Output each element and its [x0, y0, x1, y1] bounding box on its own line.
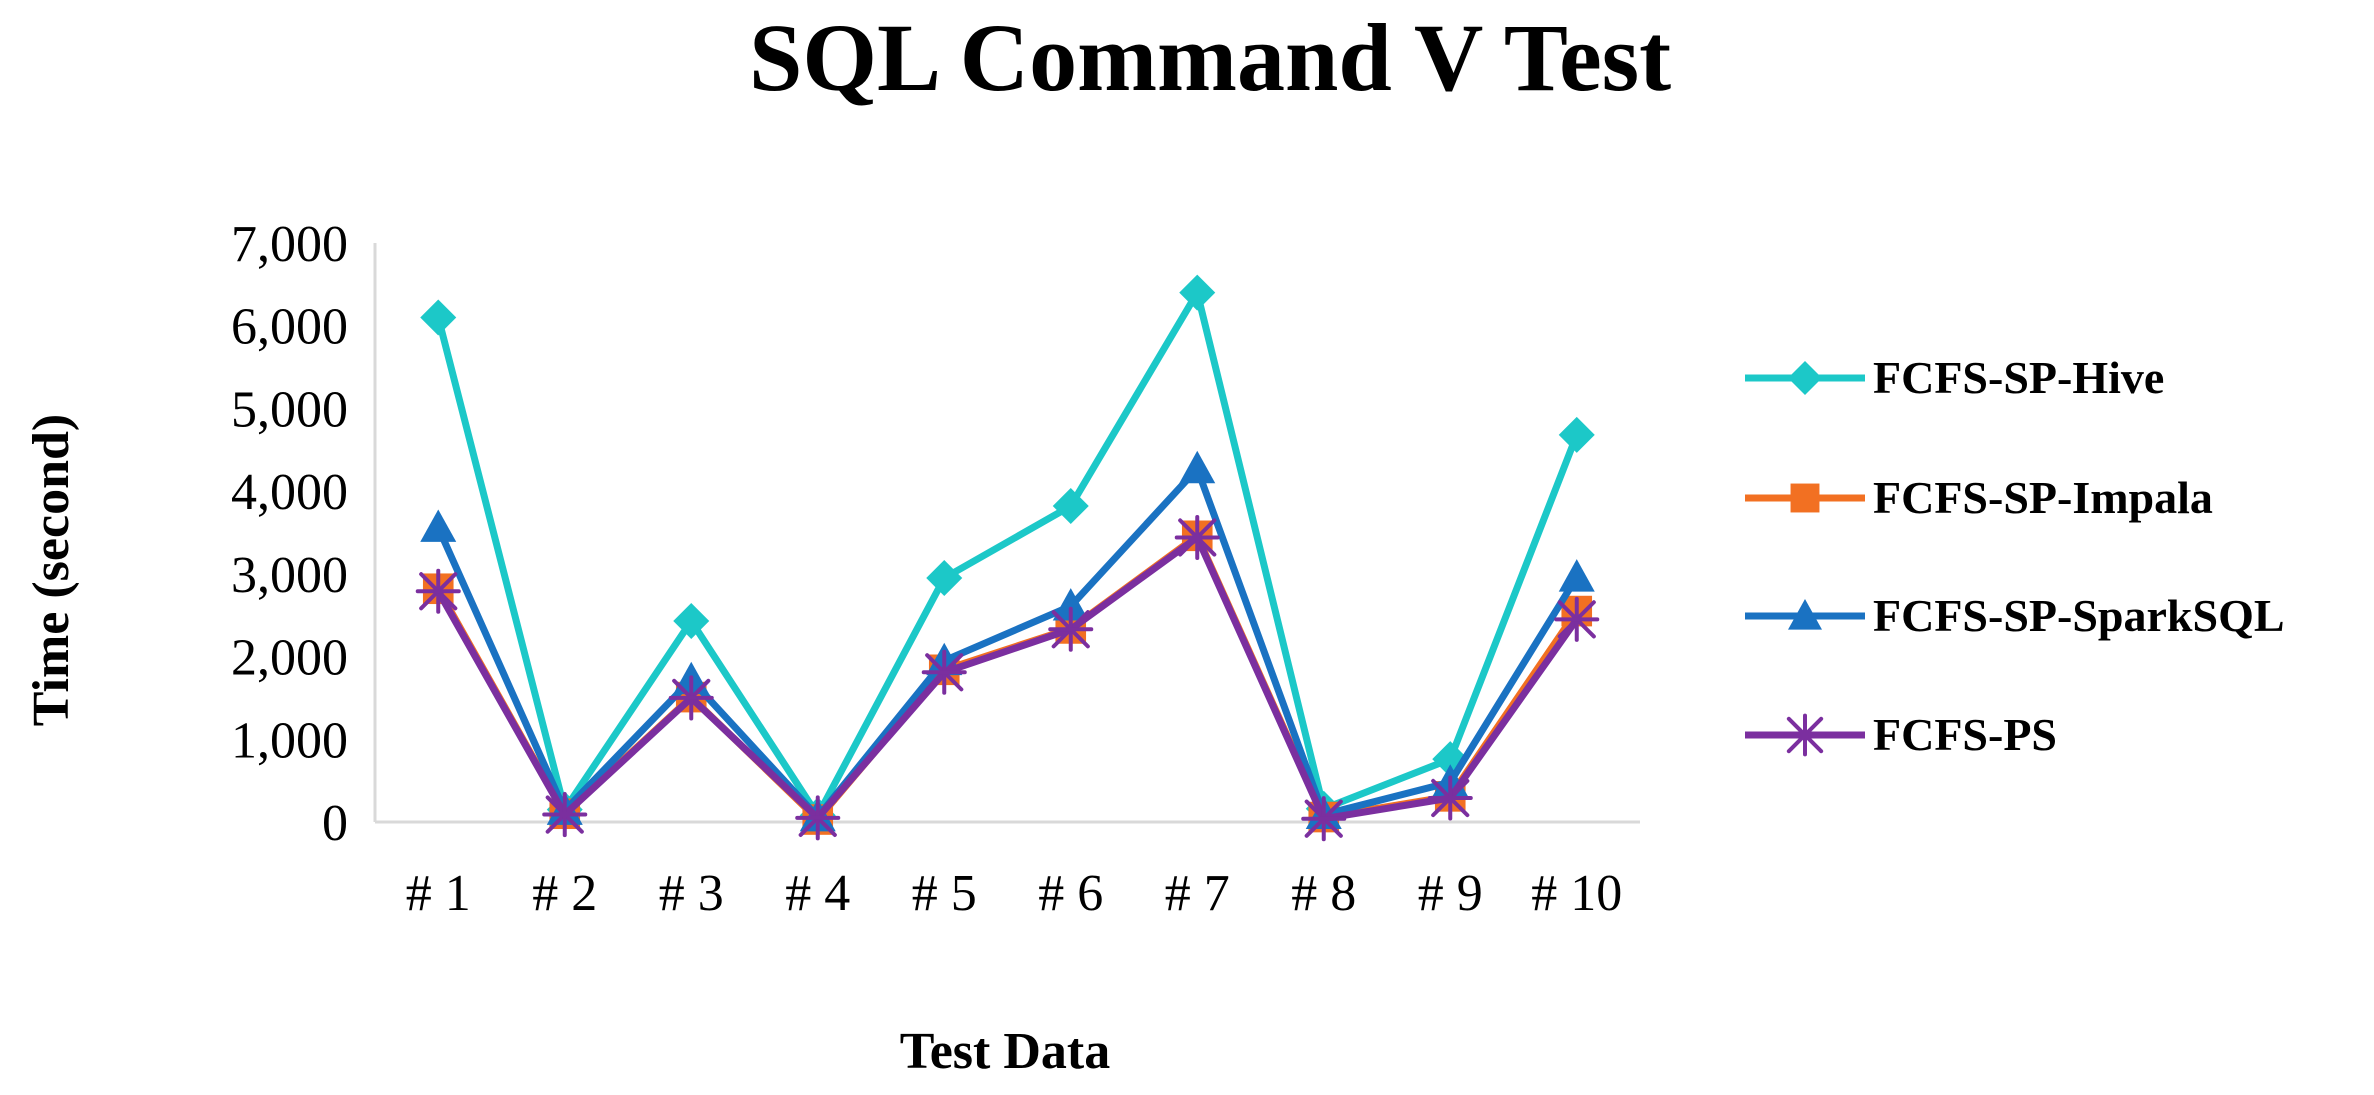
data-point: [795, 795, 841, 841]
y-axis-title: Time (second): [23, 414, 80, 726]
y-tick-label: 1,000: [231, 712, 348, 769]
x-tick-label: # 7: [1165, 865, 1230, 922]
x-tick-label: # 8: [1291, 865, 1356, 922]
series-fcfs-sp-hive: [420, 274, 1595, 834]
legend-label: FCFS-SP-SparkSQL: [1873, 590, 2285, 641]
x-tick-label: # 9: [1418, 865, 1483, 922]
data-point: [420, 299, 457, 336]
data-point: [673, 603, 710, 640]
data-point: [420, 509, 457, 542]
legend: FCFS-SP-Hive FCFS-SP-Impala FCFS-SP-SparkS…: [1745, 352, 2285, 760]
x-tick-label: # 1: [406, 865, 471, 922]
x-tick-label: # 4: [785, 865, 850, 922]
legend-marker: [1788, 361, 1822, 395]
data-point: [1301, 796, 1347, 842]
series-line: [434, 533, 1581, 823]
x-tick-label: # 6: [1038, 865, 1103, 922]
data-point: [1558, 559, 1595, 592]
axes: [373, 243, 1640, 824]
legend-item: FCFS-PS: [1745, 709, 2057, 760]
y-tick-labels: 0 1,000 2,000 3,000 4,000 5,000 6,000 7,000: [231, 216, 348, 852]
legend-label: FCFS-SP-Hive: [1873, 352, 2164, 403]
data-point: [415, 568, 461, 614]
x-tick-label: # 2: [532, 865, 597, 922]
data-point: [1558, 416, 1595, 453]
data-point: [1174, 514, 1220, 560]
x-tick-label: # 5: [912, 865, 977, 922]
series-line: [434, 465, 1581, 821]
legend-item: FCFS-SP-Hive: [1745, 352, 2164, 403]
data-point: [1179, 450, 1216, 484]
x-tick-labels: # 1 # 2 # 3 # 4 # 5 # 6 # 7 # 8 # 9 # 10: [406, 865, 1623, 922]
x-tick-label: # 3: [659, 865, 724, 922]
data-point: [921, 649, 967, 695]
data-point: [926, 559, 963, 596]
y-tick-label: 5,000: [231, 381, 348, 438]
data-point: [1052, 588, 1089, 621]
data-point: [1427, 775, 1473, 821]
legend-marker: [1788, 599, 1822, 630]
series-fcfs-ps: [415, 514, 1600, 842]
legend-marker: [1790, 483, 1820, 513]
y-tick-label: 3,000: [231, 547, 348, 604]
y-tick-label: 0: [322, 795, 348, 852]
y-tick-label: 4,000: [231, 464, 348, 521]
x-tick-label: # 10: [1531, 865, 1622, 922]
legend-marker: [1783, 713, 1827, 757]
series-lines: [415, 274, 1600, 842]
series-line: [434, 289, 1581, 819]
data-point: [1048, 606, 1094, 652]
y-tick-label: 7,000: [231, 216, 348, 273]
legend-label: FCFS-SP-Impala: [1873, 472, 2213, 523]
legend-item: FCFS-SP-Impala: [1745, 472, 2213, 523]
data-point: [1052, 488, 1089, 525]
chart-title: SQL Command V Test: [749, 4, 1671, 111]
y-tick-label: 2,000: [231, 630, 348, 687]
legend-item: FCFS-SP-SparkSQL: [1745, 590, 2285, 641]
data-point: [1554, 596, 1600, 642]
data-point: [1179, 274, 1216, 311]
y-tick-label: 6,000: [231, 299, 348, 356]
data-point: [668, 675, 714, 721]
data-point: [542, 792, 588, 838]
x-axis-title: Test Data: [900, 1023, 1110, 1080]
legend-label: FCFS-PS: [1873, 709, 2057, 760]
